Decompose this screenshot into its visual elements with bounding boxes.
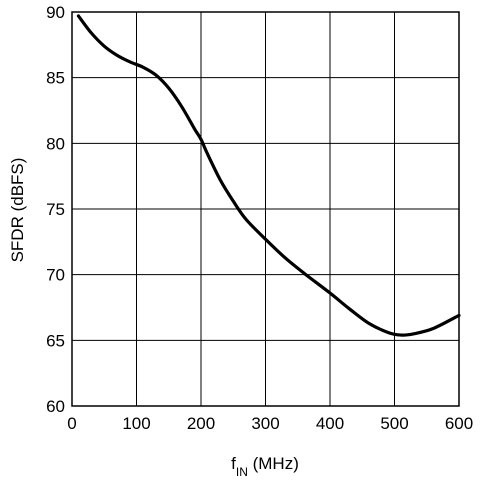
sfdr-curve bbox=[76, 14, 461, 337]
x-axis-label-unit: (MHz) bbox=[248, 454, 299, 473]
grid bbox=[71, 11, 460, 407]
x-tick-label: 500 bbox=[380, 414, 408, 433]
y-tick-label: 90 bbox=[46, 3, 65, 22]
x-tick-label: 600 bbox=[445, 414, 473, 433]
tick-labels: 0 100 200 300 400 500 600 60 65 70 75 80 85 90 bbox=[46, 3, 473, 433]
y-tick-label: 60 bbox=[46, 397, 65, 416]
y-axis-label: SFDR (dBFS) bbox=[8, 158, 27, 263]
x-tick-label: 400 bbox=[316, 414, 344, 433]
y-tick-label: 70 bbox=[46, 266, 65, 285]
y-tick-label: 75 bbox=[46, 200, 65, 219]
x-axis-label-main: f bbox=[231, 454, 236, 473]
plot-frame bbox=[71, 11, 460, 407]
y-tick-label: 65 bbox=[46, 331, 65, 350]
x-axis-label-sub: IN bbox=[236, 465, 248, 479]
y-tick-label: 80 bbox=[46, 134, 65, 153]
y-tick-label: 85 bbox=[46, 69, 65, 88]
x-axis-label: fIN (MHz) bbox=[231, 454, 299, 479]
x-tick-label: 200 bbox=[187, 414, 215, 433]
x-tick-label: 0 bbox=[67, 414, 76, 433]
x-tick-label: 100 bbox=[122, 414, 150, 433]
x-tick-label: 300 bbox=[251, 414, 279, 433]
